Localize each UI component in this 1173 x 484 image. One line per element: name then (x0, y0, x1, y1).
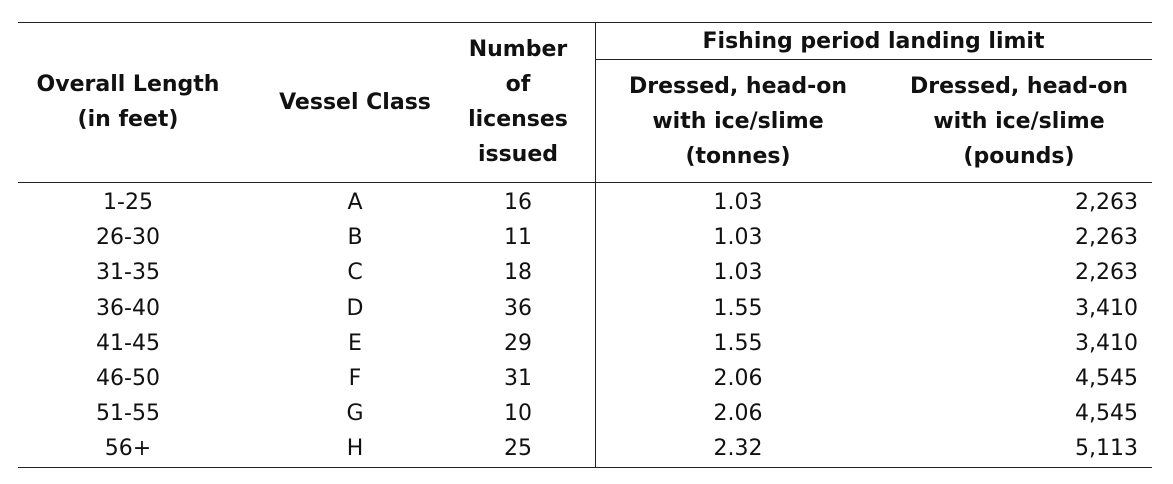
cell-tonnes: 2.06 (713, 366, 763, 391)
cell-vessel-class: B (347, 225, 363, 251)
header-pounds: Dressed, head-on with ice/slime (pounds) (910, 73, 1128, 169)
cell-tonnes: 1.03 (713, 260, 763, 286)
cell-number-licenses: 25 (504, 436, 532, 462)
header-tonnes: Dressed, head-on with ice/slime (tonnes) (629, 73, 847, 169)
table-row: 36-40 D 36 1.55 3,410 (18, 291, 1152, 326)
cell-number-licenses: 16 (504, 190, 532, 215)
cell-overall-length: 1-25 (103, 190, 153, 215)
cell-number-licenses: 11 (504, 225, 532, 251)
cell-pounds: 4,545 (1075, 401, 1138, 427)
header-overall-length: Overall Length (in feet) (36, 72, 220, 132)
cell-tonnes: 1.03 (713, 190, 763, 215)
table-row: 1-25 A 16 1.03 2,263 (18, 185, 1152, 220)
table-row: 31-35 C 18 1.03 2,263 (18, 255, 1152, 290)
cell-tonnes: 1.55 (713, 295, 763, 321)
cell-tonnes: 1.55 (713, 330, 763, 356)
header-fishing-period-group: Fishing period landing limit (702, 29, 1045, 54)
table-bottom-border (18, 467, 1152, 468)
table-row: 26-30 B 11 1.03 2,263 (18, 220, 1152, 255)
cell-overall-length: 31-35 (96, 260, 160, 286)
header-vessel-class: Vessel Class (279, 89, 431, 115)
table-row: 46-50 F 31 2.06 4,545 (18, 361, 1152, 396)
cell-number-licenses: 31 (504, 366, 532, 391)
header-bottom-border (18, 182, 1152, 183)
cell-number-licenses: 36 (504, 295, 532, 321)
cell-overall-length: 51-55 (96, 401, 160, 427)
cell-number-licenses: 18 (504, 260, 532, 286)
cell-overall-length: 46-50 (96, 366, 160, 391)
table-row: 56+ H 25 2.32 5,113 (18, 431, 1152, 466)
cell-pounds: 4,545 (1075, 366, 1138, 391)
cell-pounds: 2,263 (1075, 260, 1138, 286)
cell-pounds: 3,410 (1075, 330, 1138, 356)
cell-number-licenses: 29 (504, 330, 532, 356)
cell-overall-length: 36-40 (96, 295, 160, 321)
cell-tonnes: 1.03 (713, 225, 763, 251)
cell-vessel-class: F (348, 366, 362, 391)
cell-vessel-class: C (347, 260, 363, 286)
cell-vessel-class: H (346, 436, 364, 462)
cell-pounds: 2,263 (1075, 225, 1138, 251)
column-divider (595, 22, 596, 468)
header-number-licenses: Number of licenses issued (468, 37, 568, 167)
cell-pounds: 2,263 (1075, 190, 1138, 215)
cell-vessel-class: E (348, 330, 362, 356)
landing-limit-table: Overall Length (in feet) Vessel Class Nu… (18, 22, 1152, 468)
cell-vessel-class: G (346, 401, 364, 427)
cell-overall-length: 26-30 (96, 225, 160, 251)
cell-tonnes: 2.32 (713, 436, 763, 462)
cell-vessel-class: D (346, 295, 364, 321)
table-row: 41-45 E 29 1.55 3,410 (18, 326, 1152, 361)
group-underline (595, 59, 1152, 60)
cell-overall-length: 56+ (104, 436, 152, 462)
cell-overall-length: 41-45 (96, 330, 160, 356)
table-row: 51-55 G 10 2.06 4,545 (18, 396, 1152, 431)
top-border (18, 22, 1152, 23)
cell-pounds: 3,410 (1075, 295, 1138, 321)
cell-vessel-class: A (347, 190, 363, 215)
cell-number-licenses: 10 (504, 401, 532, 427)
cell-pounds: 5,113 (1075, 436, 1138, 462)
cell-tonnes: 2.06 (713, 401, 763, 427)
